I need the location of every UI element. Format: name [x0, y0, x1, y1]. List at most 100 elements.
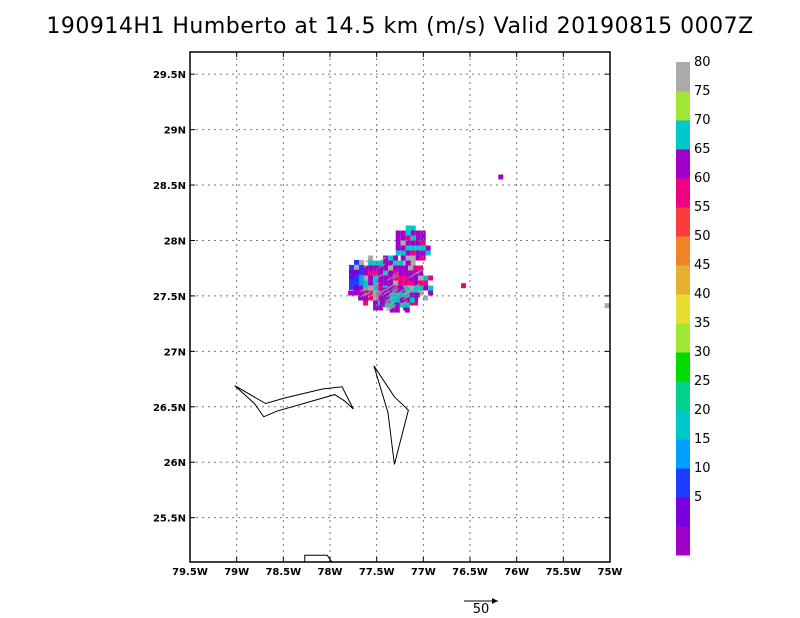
- echo-cell: [498, 174, 504, 180]
- colorbar-label: 45: [694, 258, 711, 273]
- echo-cell: [428, 275, 434, 281]
- wind-vector: [400, 301, 407, 307]
- echo-cell: [383, 275, 389, 281]
- wind-vector: [399, 288, 406, 294]
- wind-vector: [392, 271, 399, 277]
- axis-ticks: 79.5W 79W 78.5W 78W 77.5W 77W 76.5W 76W 75.5W 75W…: [153, 52, 622, 578]
- colorbar-segment: [676, 149, 690, 179]
- colorbar-segment: [676, 526, 690, 556]
- wind-vector: [381, 303, 389, 309]
- echo-cell: [420, 250, 426, 256]
- colorbar-segment: [676, 381, 690, 411]
- echo-cell: [410, 230, 416, 236]
- wind-vector: [385, 306, 392, 311]
- echo-cell: [379, 287, 385, 293]
- wind-vector: [379, 256, 387, 262]
- chart-title: 190914H1 Humberto at 14.5 km (m/s) Valid…: [46, 14, 754, 39]
- echo-cell: [400, 250, 406, 256]
- echo-cell: [373, 275, 379, 281]
- echo-cell: [408, 275, 414, 281]
- colorbar-segment: [676, 439, 690, 469]
- echo-cell: [408, 280, 414, 286]
- echo-cell: [420, 245, 426, 251]
- echo-cell: [384, 287, 390, 293]
- colorbar-label: 80: [694, 55, 711, 70]
- colorbar-segment: [676, 352, 690, 382]
- echo-cell: [415, 230, 421, 236]
- echo-cell: [389, 297, 395, 303]
- colorbar-segment: [676, 294, 690, 324]
- coastline: [373, 365, 409, 465]
- colorbar-segment: [676, 120, 690, 150]
- colorbar-label: 20: [694, 403, 711, 418]
- echo-cell: [358, 290, 364, 296]
- echo-cell: [425, 250, 431, 256]
- map-frame: [189, 51, 611, 563]
- colorbar-label: 5: [694, 490, 702, 505]
- colorbar-segment: [676, 207, 690, 237]
- wind-vector: [392, 289, 399, 294]
- wind-vector: [391, 287, 399, 293]
- echo-cell: [400, 240, 406, 246]
- echo-cell: [349, 279, 354, 285]
- echo-cell: [358, 295, 364, 301]
- echo-cell: [408, 265, 414, 271]
- wind-vector: [414, 286, 421, 292]
- echo-cell: [405, 250, 411, 256]
- echo-cell: [363, 270, 369, 276]
- wind-vector: [399, 293, 406, 299]
- echo-cell: [379, 297, 385, 303]
- wind-vector: [359, 287, 367, 293]
- colorbar-label: 65: [694, 142, 711, 157]
- echo-cell: [359, 279, 364, 285]
- echo-cell: [410, 250, 416, 256]
- echo-cell: [400, 230, 406, 236]
- echo-cell: [368, 275, 374, 281]
- echo-cell: [354, 279, 359, 285]
- wind-vector: [386, 292, 393, 298]
- echo-cell: [359, 269, 364, 275]
- echo-cell: [368, 260, 374, 266]
- echo-cell: [368, 285, 374, 291]
- echo-cell: [388, 280, 394, 286]
- echo-cell: [368, 265, 374, 271]
- echo-cell: [428, 290, 434, 296]
- wind-vector: [383, 289, 390, 295]
- echo-cell: [373, 265, 379, 271]
- echo-cell: [373, 285, 379, 291]
- echo-cell: [415, 245, 421, 251]
- echo-cell: [383, 280, 389, 286]
- echo-cell: [363, 295, 369, 301]
- echo-cell: [378, 265, 384, 271]
- echo-cell: [363, 275, 369, 281]
- x-tick-label: 79.5W: [172, 567, 208, 578]
- wind-vector: [408, 273, 416, 279]
- wind-vector: [413, 283, 420, 289]
- coastline: [234, 385, 354, 418]
- colorbar-label: 25: [694, 374, 711, 389]
- colorbar-segment: [676, 236, 690, 266]
- echo-cell: [395, 230, 401, 236]
- echo-cell: [410, 245, 416, 251]
- reference-arrowhead: [492, 598, 498, 604]
- echo-cell: [418, 280, 424, 286]
- echo-cell: [359, 274, 364, 280]
- echo-cell: [404, 297, 410, 303]
- echo-cell: [425, 245, 431, 251]
- echo-cell: [388, 260, 394, 266]
- wind-vector: [387, 276, 394, 281]
- echo-cell: [349, 284, 354, 290]
- echo-cell: [354, 284, 359, 290]
- echo-cell: [393, 275, 399, 281]
- echo-cell: [395, 235, 401, 241]
- echo-cell: [383, 260, 389, 266]
- colorbar-segment: [676, 265, 690, 295]
- wind-echo-cluster: [604, 303, 610, 309]
- echo-cell: [388, 255, 394, 261]
- echo-cell: [404, 292, 410, 298]
- echo-cell: [359, 264, 364, 270]
- wind-vector: [384, 296, 392, 302]
- echo-cell: [388, 265, 394, 271]
- wind-vector: [392, 274, 399, 280]
- echo-cell: [418, 270, 424, 276]
